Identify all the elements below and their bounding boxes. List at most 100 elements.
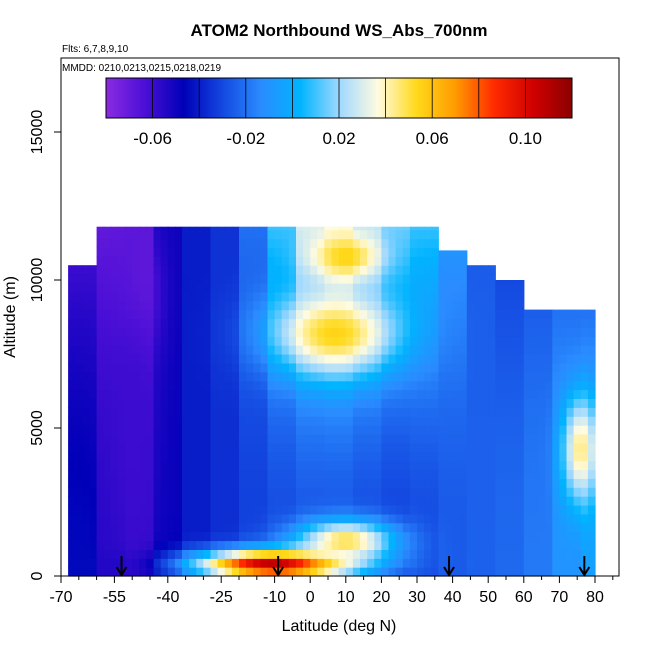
heatmap-cell xyxy=(182,513,190,524)
heatmap-cell xyxy=(167,425,176,435)
heatmap-cell xyxy=(474,522,482,533)
heatmap-cell xyxy=(139,540,147,550)
heatmap-cell xyxy=(110,389,119,399)
heatmap-cell xyxy=(516,354,525,364)
heatmap-cell xyxy=(239,442,247,453)
heatmap-cell xyxy=(452,274,461,284)
heatmap-cell xyxy=(224,327,233,337)
heatmap-cell xyxy=(445,318,454,328)
heatmap-cell xyxy=(89,345,98,355)
heatmap-cell xyxy=(167,478,176,488)
heatmap-cell xyxy=(360,425,368,435)
heatmap-cell xyxy=(402,309,411,320)
heatmap-cell xyxy=(167,291,176,302)
heatmap-cell xyxy=(409,531,418,542)
heatmap-cell xyxy=(474,531,482,542)
heatmap-cell xyxy=(281,460,290,471)
heatmap-cell xyxy=(118,398,126,408)
heatmap-cell xyxy=(481,300,489,311)
profile-arrow-marker xyxy=(578,556,591,577)
heatmap-cell xyxy=(274,300,283,311)
heatmap-cell xyxy=(388,265,397,275)
heatmap-cell xyxy=(317,291,325,302)
heatmap-cell xyxy=(267,300,276,311)
heatmap-cell xyxy=(118,247,126,257)
heatmap-cell xyxy=(210,389,219,399)
heatmap-cell xyxy=(388,442,397,453)
heatmap-cell xyxy=(253,265,261,275)
heatmap-cell xyxy=(352,327,361,337)
heatmap-cell xyxy=(182,256,190,266)
heatmap-cell xyxy=(381,354,390,364)
heatmap-cell xyxy=(495,389,503,399)
heatmap-cell xyxy=(474,558,482,568)
heatmap-cell xyxy=(110,505,119,515)
heatmap-cell xyxy=(502,451,511,462)
heatmap-cell xyxy=(210,442,219,453)
heatmap-cell xyxy=(267,496,276,506)
heatmap-cell xyxy=(96,487,105,497)
heatmap-cell xyxy=(395,540,404,550)
heatmap-cell xyxy=(466,531,475,542)
heatmap-cell xyxy=(82,389,91,399)
heatmap-cell xyxy=(246,362,254,373)
heatmap-cell xyxy=(459,371,468,382)
heatmap-cell xyxy=(552,496,560,506)
heatmap-cell xyxy=(345,300,354,311)
heatmap-cell xyxy=(324,398,333,408)
heatmap-cell xyxy=(360,540,368,550)
heatmap-cell xyxy=(417,247,425,257)
heatmap-cell xyxy=(182,229,190,240)
heatmap-cell xyxy=(516,362,525,373)
heatmap-cell xyxy=(488,371,496,382)
heatmap-cell xyxy=(260,496,269,506)
heatmap-cell xyxy=(409,300,418,311)
heatmap-cell xyxy=(438,291,447,302)
heatmap-cell xyxy=(246,309,254,320)
heatmap-cell xyxy=(495,505,503,515)
heatmap-cell xyxy=(481,425,489,435)
heatmap-cell xyxy=(538,478,546,488)
heatmap-cell xyxy=(224,505,233,515)
heatmap-cell xyxy=(367,531,375,542)
heatmap-cell xyxy=(573,505,582,515)
heatmap-cell xyxy=(438,336,447,346)
heatmap-cell xyxy=(281,433,290,444)
heatmap-cell xyxy=(474,398,482,408)
heatmap-cell xyxy=(538,398,546,408)
heatmap-cell xyxy=(367,318,375,328)
heatmap-cell xyxy=(459,558,468,568)
heatmap-cell xyxy=(296,238,304,249)
heatmap-cell xyxy=(431,291,439,302)
heatmap-cell xyxy=(182,496,190,506)
heatmap-cell xyxy=(75,433,83,444)
heatmap-cell xyxy=(424,362,432,373)
heatmap-cell xyxy=(324,549,333,559)
heatmap-cell xyxy=(103,229,112,240)
heatmap-cell xyxy=(303,274,311,284)
heatmap-cell xyxy=(281,398,290,408)
heatmap-cell xyxy=(395,451,404,462)
heatmap-cell xyxy=(381,407,390,417)
heatmap-cell xyxy=(274,336,283,346)
heatmap-cell xyxy=(488,505,496,515)
heatmap-cell xyxy=(338,309,347,320)
heatmap-cell xyxy=(96,256,105,266)
heatmap-cell xyxy=(118,300,126,311)
heatmap-cell xyxy=(274,345,283,355)
heatmap-cell xyxy=(573,354,582,364)
heatmap-cell xyxy=(445,250,454,257)
heatmap-cell xyxy=(68,549,76,559)
heatmap-cell xyxy=(110,425,119,435)
heatmap-cell xyxy=(174,336,183,346)
heatmap-cell xyxy=(516,433,525,444)
heatmap-cell xyxy=(167,460,176,471)
heatmap-cell xyxy=(110,478,119,488)
heatmap-cell xyxy=(132,238,140,249)
heatmap-cell xyxy=(587,460,596,471)
heatmap-cell xyxy=(310,478,318,488)
heatmap-cell xyxy=(523,442,532,453)
heatmap-cell xyxy=(523,362,532,373)
heatmap-cell xyxy=(139,513,147,524)
heatmap-cell xyxy=(424,469,432,479)
